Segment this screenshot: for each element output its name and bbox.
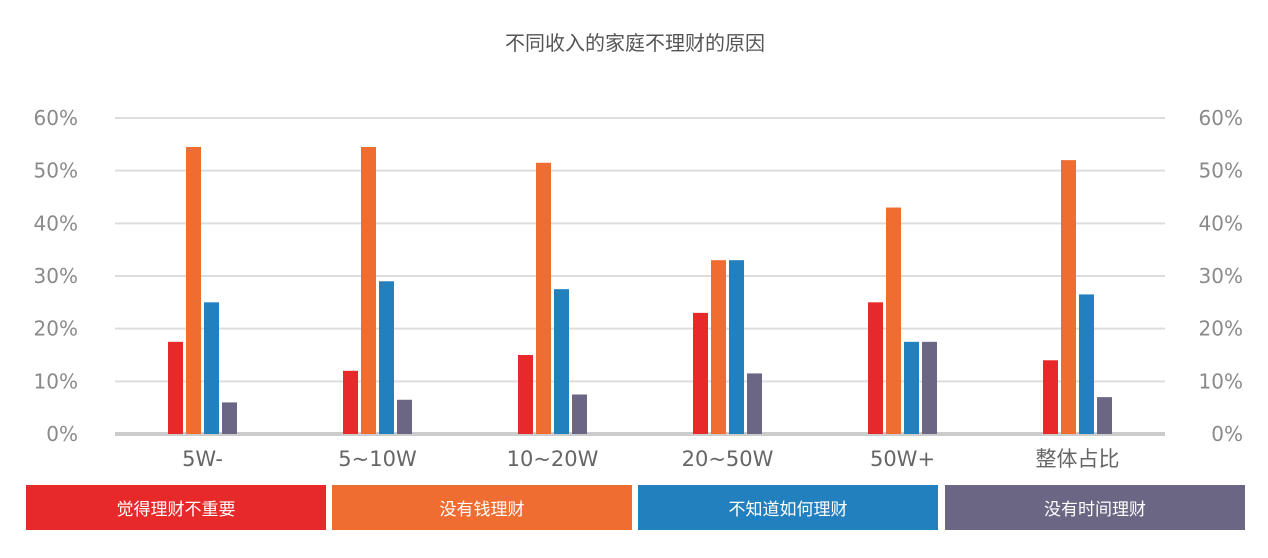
- y-axis-right: 0% 10% 20% 30% 40% 50% 60%: [1199, 106, 1243, 446]
- y-tick-label-right: 10%: [1199, 369, 1243, 393]
- y-tick-label-left: 50%: [34, 159, 78, 183]
- bar: [747, 373, 762, 434]
- y-axis-left: 0% 10% 20% 30% 40% 50% 60%: [34, 106, 78, 446]
- bar: [361, 146, 376, 434]
- bar: [554, 289, 569, 434]
- legend-item: 觉得理财不重要: [26, 485, 326, 530]
- y-tick-label-left: 40%: [34, 211, 78, 235]
- bar: [1043, 360, 1058, 434]
- legend-item: 没有时间理财: [945, 485, 1245, 530]
- y-tick-label-left: 20%: [34, 317, 78, 341]
- x-tick-label: 10~20W: [507, 447, 599, 471]
- x-tick-label: 整体占比: [1036, 447, 1120, 471]
- y-tick-label-right: 30%: [1199, 264, 1243, 288]
- x-tick-label: 20~50W: [682, 447, 774, 471]
- bar: [693, 312, 708, 434]
- y-tick-label-right: 20%: [1199, 317, 1243, 341]
- bar: [1079, 294, 1094, 434]
- bar: [186, 146, 201, 434]
- bar: [886, 207, 901, 434]
- bar: [1061, 160, 1076, 434]
- chart-title: 不同收入的家庭不理财的原因: [505, 31, 765, 55]
- bar: [204, 302, 219, 434]
- y-tick-label-right: 50%: [1199, 159, 1243, 183]
- y-tick-label-right: 0%: [1211, 422, 1243, 446]
- bar: [904, 341, 919, 434]
- bar: [518, 355, 533, 434]
- bars: [168, 146, 1112, 434]
- bar: [868, 302, 883, 434]
- x-tick-label: 5W-: [182, 447, 223, 471]
- legend-item: 不知道如何理财: [638, 485, 938, 530]
- bar: [1097, 397, 1112, 434]
- x-axis: 5W- 5~10W 10~20W 20~50W 50W+ 整体占比: [182, 447, 1119, 471]
- bar: [536, 162, 551, 434]
- bar: [168, 341, 183, 434]
- x-tick-label: 50W+: [870, 447, 935, 471]
- bar: [222, 402, 237, 434]
- bar: [922, 341, 937, 434]
- bar: [379, 281, 394, 434]
- x-tick-label: 5~10W: [338, 447, 417, 471]
- gridlines: [115, 117, 1165, 436]
- bar: [729, 260, 744, 434]
- y-tick-label-right: 40%: [1199, 211, 1243, 235]
- y-tick-label-left: 30%: [34, 264, 78, 288]
- bar: [397, 399, 412, 434]
- y-tick-label-right: 60%: [1199, 106, 1243, 130]
- legend-item: 没有钱理财: [332, 485, 632, 530]
- y-tick-label-left: 60%: [34, 106, 78, 130]
- y-tick-label-left: 0%: [46, 422, 78, 446]
- bar: [572, 394, 587, 434]
- bar: [343, 370, 358, 434]
- y-tick-label-left: 10%: [34, 369, 78, 393]
- bar: [711, 260, 726, 434]
